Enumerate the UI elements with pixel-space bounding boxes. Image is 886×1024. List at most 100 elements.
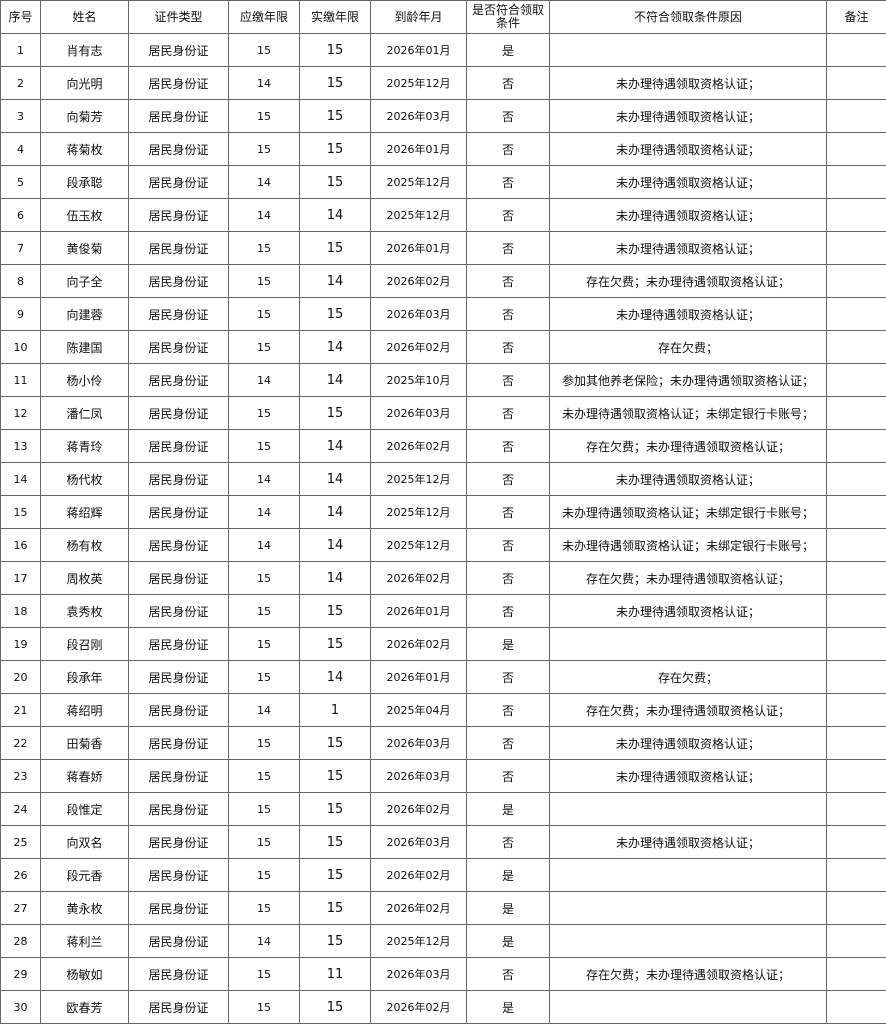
cell-eligible: 否 (466, 594, 550, 628)
cell-name: 蒋绍辉 (40, 495, 129, 529)
table-row: 20 段承年 居民身份证 15 14 2026年01月否存在欠费； (0, 660, 886, 694)
table-row: 16 杨有枚 居民身份证 14 14 2025年12月否未办理待遇领取资格认证；未绑定银行… (0, 528, 886, 562)
cell-reason: 未办理待遇领取资格认证； (549, 198, 827, 232)
cell-name: 潘仁凤 (40, 396, 129, 430)
cell-paid-years: 11 (299, 957, 371, 991)
cell-age-date: 2025年12月 (370, 462, 467, 496)
cell-paid-years: 14 (299, 264, 371, 298)
cell-id-type: 居民身份证 (128, 792, 229, 826)
cell-seq: 12 (0, 396, 41, 430)
cell-seq: 25 (0, 825, 41, 859)
cell-paid-years: 15 (299, 858, 371, 892)
cell-age-date: 2025年12月 (370, 924, 467, 958)
cell-paid-years: 15 (299, 99, 371, 133)
cell-eligible: 是 (466, 627, 550, 661)
cell-eligible: 是 (466, 924, 550, 958)
cell-reason: 参加其他养老保险；未办理待遇领取资格认证； (549, 363, 827, 397)
cell-id-type: 居民身份证 (128, 561, 229, 595)
cell-required-years: 15 (228, 99, 300, 133)
cell-required-years: 15 (228, 990, 300, 1024)
cell-paid-years: 14 (299, 462, 371, 496)
cell-paid-years: 1 (299, 693, 371, 727)
cell-paid-years: 15 (299, 396, 371, 430)
cell-id-type: 居民身份证 (128, 396, 229, 430)
table-row: 28 蒋利兰 居民身份证 14 15 2025年12月是 (0, 924, 886, 958)
cell-eligible: 否 (466, 198, 550, 232)
cell-eligible: 否 (466, 231, 550, 265)
cell-seq: 24 (0, 792, 41, 826)
cell-age-date: 2026年02月 (370, 330, 467, 364)
table-row: 3 向菊芳 居民身份证 15 15 2026年03月否未办理待遇领取资格认证； (0, 99, 886, 133)
cell-name: 蒋春娇 (40, 759, 129, 793)
cell-eligible: 否 (466, 825, 550, 859)
cell-id-type: 居民身份证 (128, 627, 229, 661)
cell-id-type: 居民身份证 (128, 759, 229, 793)
header-age-date: 到龄年月 (370, 0, 467, 34)
cell-paid-years: 14 (299, 528, 371, 562)
cell-seq: 13 (0, 429, 41, 463)
cell-required-years: 15 (228, 297, 300, 331)
cell-reason: 存在欠费；未办理待遇领取资格认证； (549, 429, 827, 463)
cell-required-years: 14 (228, 528, 300, 562)
cell-required-years: 15 (228, 957, 300, 991)
table-row: 30 欧春芳 居民身份证 15 15 2026年02月是 (0, 990, 886, 1024)
cell-id-type: 居民身份证 (128, 528, 229, 562)
cell-age-date: 2026年02月 (370, 891, 467, 925)
cell-eligible: 否 (466, 66, 550, 100)
cell-remark (826, 759, 886, 793)
cell-paid-years: 15 (299, 759, 371, 793)
cell-id-type: 居民身份证 (128, 990, 229, 1024)
cell-paid-years: 15 (299, 726, 371, 760)
cell-eligible: 否 (466, 396, 550, 430)
cell-remark (826, 495, 886, 529)
cell-paid-years: 14 (299, 660, 371, 694)
cell-paid-years: 15 (299, 924, 371, 958)
header-id-type: 证件类型 (128, 0, 229, 34)
cell-seq: 17 (0, 561, 41, 595)
cell-eligible: 否 (466, 429, 550, 463)
cell-reason: 存在欠费；未办理待遇领取资格认证； (549, 957, 827, 991)
cell-id-type: 居民身份证 (128, 858, 229, 892)
header-remark: 备注 (826, 0, 886, 34)
cell-id-type: 居民身份证 (128, 891, 229, 925)
table-row: 13 蒋青玲 居民身份证 15 14 2026年02月否存在欠费；未办理待遇领取资格认证； (0, 429, 886, 463)
cell-required-years: 15 (228, 858, 300, 892)
cell-eligible: 否 (466, 561, 550, 595)
cell-id-type: 居民身份证 (128, 924, 229, 958)
cell-name: 陈建国 (40, 330, 129, 364)
cell-remark (826, 627, 886, 661)
cell-reason: 未办理待遇领取资格认证；未绑定银行卡账号； (549, 495, 827, 529)
cell-remark (826, 231, 886, 265)
cell-seq: 19 (0, 627, 41, 661)
cell-paid-years: 15 (299, 825, 371, 859)
table-row: 2 向光明 居民身份证 14 15 2025年12月否未办理待遇领取资格认证； (0, 66, 886, 100)
cell-reason (549, 33, 827, 67)
table-row: 26 段元香 居民身份证 15 15 2026年02月是 (0, 858, 886, 892)
cell-age-date: 2026年01月 (370, 33, 467, 67)
cell-reason: 存在欠费；未办理待遇领取资格认证； (549, 693, 827, 727)
table-row: 27 黄永枚 居民身份证 15 15 2026年02月是 (0, 891, 886, 925)
cell-id-type: 居民身份证 (128, 825, 229, 859)
cell-name: 杨敏如 (40, 957, 129, 991)
cell-reason: 未办理待遇领取资格认证； (549, 165, 827, 199)
cell-eligible: 否 (466, 462, 550, 496)
cell-age-date: 2025年10月 (370, 363, 467, 397)
cell-required-years: 15 (228, 264, 300, 298)
cell-seq: 8 (0, 264, 41, 298)
cell-age-date: 2025年04月 (370, 693, 467, 727)
table-row: 11 杨小伶 居民身份证 14 14 2025年10月否参加其他养老保险；未办理待遇领取资… (0, 363, 886, 397)
cell-required-years: 14 (228, 495, 300, 529)
cell-eligible: 否 (466, 528, 550, 562)
cell-seq: 14 (0, 462, 41, 496)
cell-eligible: 否 (466, 759, 550, 793)
cell-required-years: 15 (228, 330, 300, 364)
cell-eligible: 否 (466, 660, 550, 694)
cell-required-years: 14 (228, 462, 300, 496)
cell-name: 田菊香 (40, 726, 129, 760)
cell-reason (549, 891, 827, 925)
cell-name: 段元香 (40, 858, 129, 892)
cell-required-years: 15 (228, 726, 300, 760)
cell-required-years: 15 (228, 891, 300, 925)
cell-remark (826, 792, 886, 826)
cell-seq: 22 (0, 726, 41, 760)
